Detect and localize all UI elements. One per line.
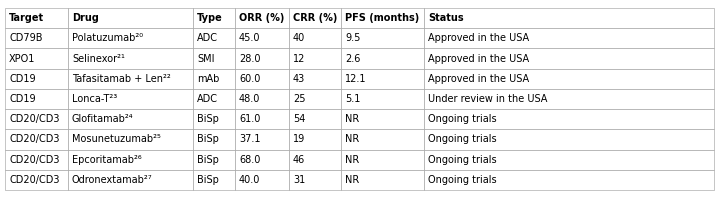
Text: BiSp: BiSp xyxy=(197,114,219,124)
Text: CD20/CD3: CD20/CD3 xyxy=(9,114,60,124)
Text: Approved in the USA: Approved in the USA xyxy=(428,33,529,43)
Text: 60.0: 60.0 xyxy=(239,74,260,84)
Text: Odronextamab²⁷: Odronextamab²⁷ xyxy=(72,175,152,185)
Text: 40: 40 xyxy=(293,33,306,43)
Text: 2.6: 2.6 xyxy=(345,53,360,64)
Text: CD79B: CD79B xyxy=(9,33,42,43)
Text: Ongoing trials: Ongoing trials xyxy=(428,175,497,185)
Text: ORR (%): ORR (%) xyxy=(239,13,285,23)
Text: NR: NR xyxy=(345,155,360,165)
Text: 37.1: 37.1 xyxy=(239,134,260,144)
Text: BiSp: BiSp xyxy=(197,175,219,185)
Text: Target: Target xyxy=(9,13,44,23)
Text: 61.0: 61.0 xyxy=(239,114,260,124)
Text: CD19: CD19 xyxy=(9,94,36,104)
Text: CD20/CD3: CD20/CD3 xyxy=(9,175,60,185)
Text: NR: NR xyxy=(345,114,360,124)
Text: 68.0: 68.0 xyxy=(239,155,260,165)
Text: Polatuzumab²⁰: Polatuzumab²⁰ xyxy=(72,33,143,43)
Text: 46: 46 xyxy=(293,155,306,165)
Text: 12: 12 xyxy=(293,53,306,64)
Text: 45.0: 45.0 xyxy=(239,33,260,43)
Text: BiSp: BiSp xyxy=(197,134,219,144)
Text: Ongoing trials: Ongoing trials xyxy=(428,134,497,144)
Text: PFS (months): PFS (months) xyxy=(345,13,419,23)
Text: 28.0: 28.0 xyxy=(239,53,260,64)
Text: CD20/CD3: CD20/CD3 xyxy=(9,134,60,144)
Text: Drug: Drug xyxy=(72,13,99,23)
Text: BiSp: BiSp xyxy=(197,155,219,165)
Text: 31: 31 xyxy=(293,175,306,185)
Text: 40.0: 40.0 xyxy=(239,175,260,185)
Text: Selinexor²¹: Selinexor²¹ xyxy=(72,53,125,64)
Text: 25: 25 xyxy=(293,94,306,104)
Text: NR: NR xyxy=(345,175,360,185)
Text: 9.5: 9.5 xyxy=(345,33,360,43)
Text: CD20/CD3: CD20/CD3 xyxy=(9,155,60,165)
Text: Under review in the USA: Under review in the USA xyxy=(428,94,547,104)
Text: 48.0: 48.0 xyxy=(239,94,260,104)
Text: mAb: mAb xyxy=(197,74,219,84)
Text: 43: 43 xyxy=(293,74,306,84)
Text: Ongoing trials: Ongoing trials xyxy=(428,155,497,165)
Text: Mosunetuzumab²⁵: Mosunetuzumab²⁵ xyxy=(72,134,161,144)
Text: NR: NR xyxy=(345,134,360,144)
Text: ADC: ADC xyxy=(197,33,218,43)
Text: 12.1: 12.1 xyxy=(345,74,367,84)
Text: Approved in the USA: Approved in the USA xyxy=(428,53,529,64)
Text: 54: 54 xyxy=(293,114,306,124)
Text: CRR (%): CRR (%) xyxy=(293,13,337,23)
Text: SMI: SMI xyxy=(197,53,214,64)
Text: XPO1: XPO1 xyxy=(9,53,35,64)
Text: CD19: CD19 xyxy=(9,74,36,84)
Text: Approved in the USA: Approved in the USA xyxy=(428,74,529,84)
Text: Ongoing trials: Ongoing trials xyxy=(428,114,497,124)
Text: 5.1: 5.1 xyxy=(345,94,360,104)
Text: Type: Type xyxy=(197,13,223,23)
Text: Status: Status xyxy=(428,13,464,23)
Text: Glofitamab²⁴: Glofitamab²⁴ xyxy=(72,114,134,124)
Text: 19: 19 xyxy=(293,134,306,144)
Text: ADC: ADC xyxy=(197,94,218,104)
Text: Epcoritamab²⁶: Epcoritamab²⁶ xyxy=(72,155,142,165)
Text: Lonca-T²³: Lonca-T²³ xyxy=(72,94,117,104)
Text: Tafasitamab + Len²²: Tafasitamab + Len²² xyxy=(72,74,170,84)
